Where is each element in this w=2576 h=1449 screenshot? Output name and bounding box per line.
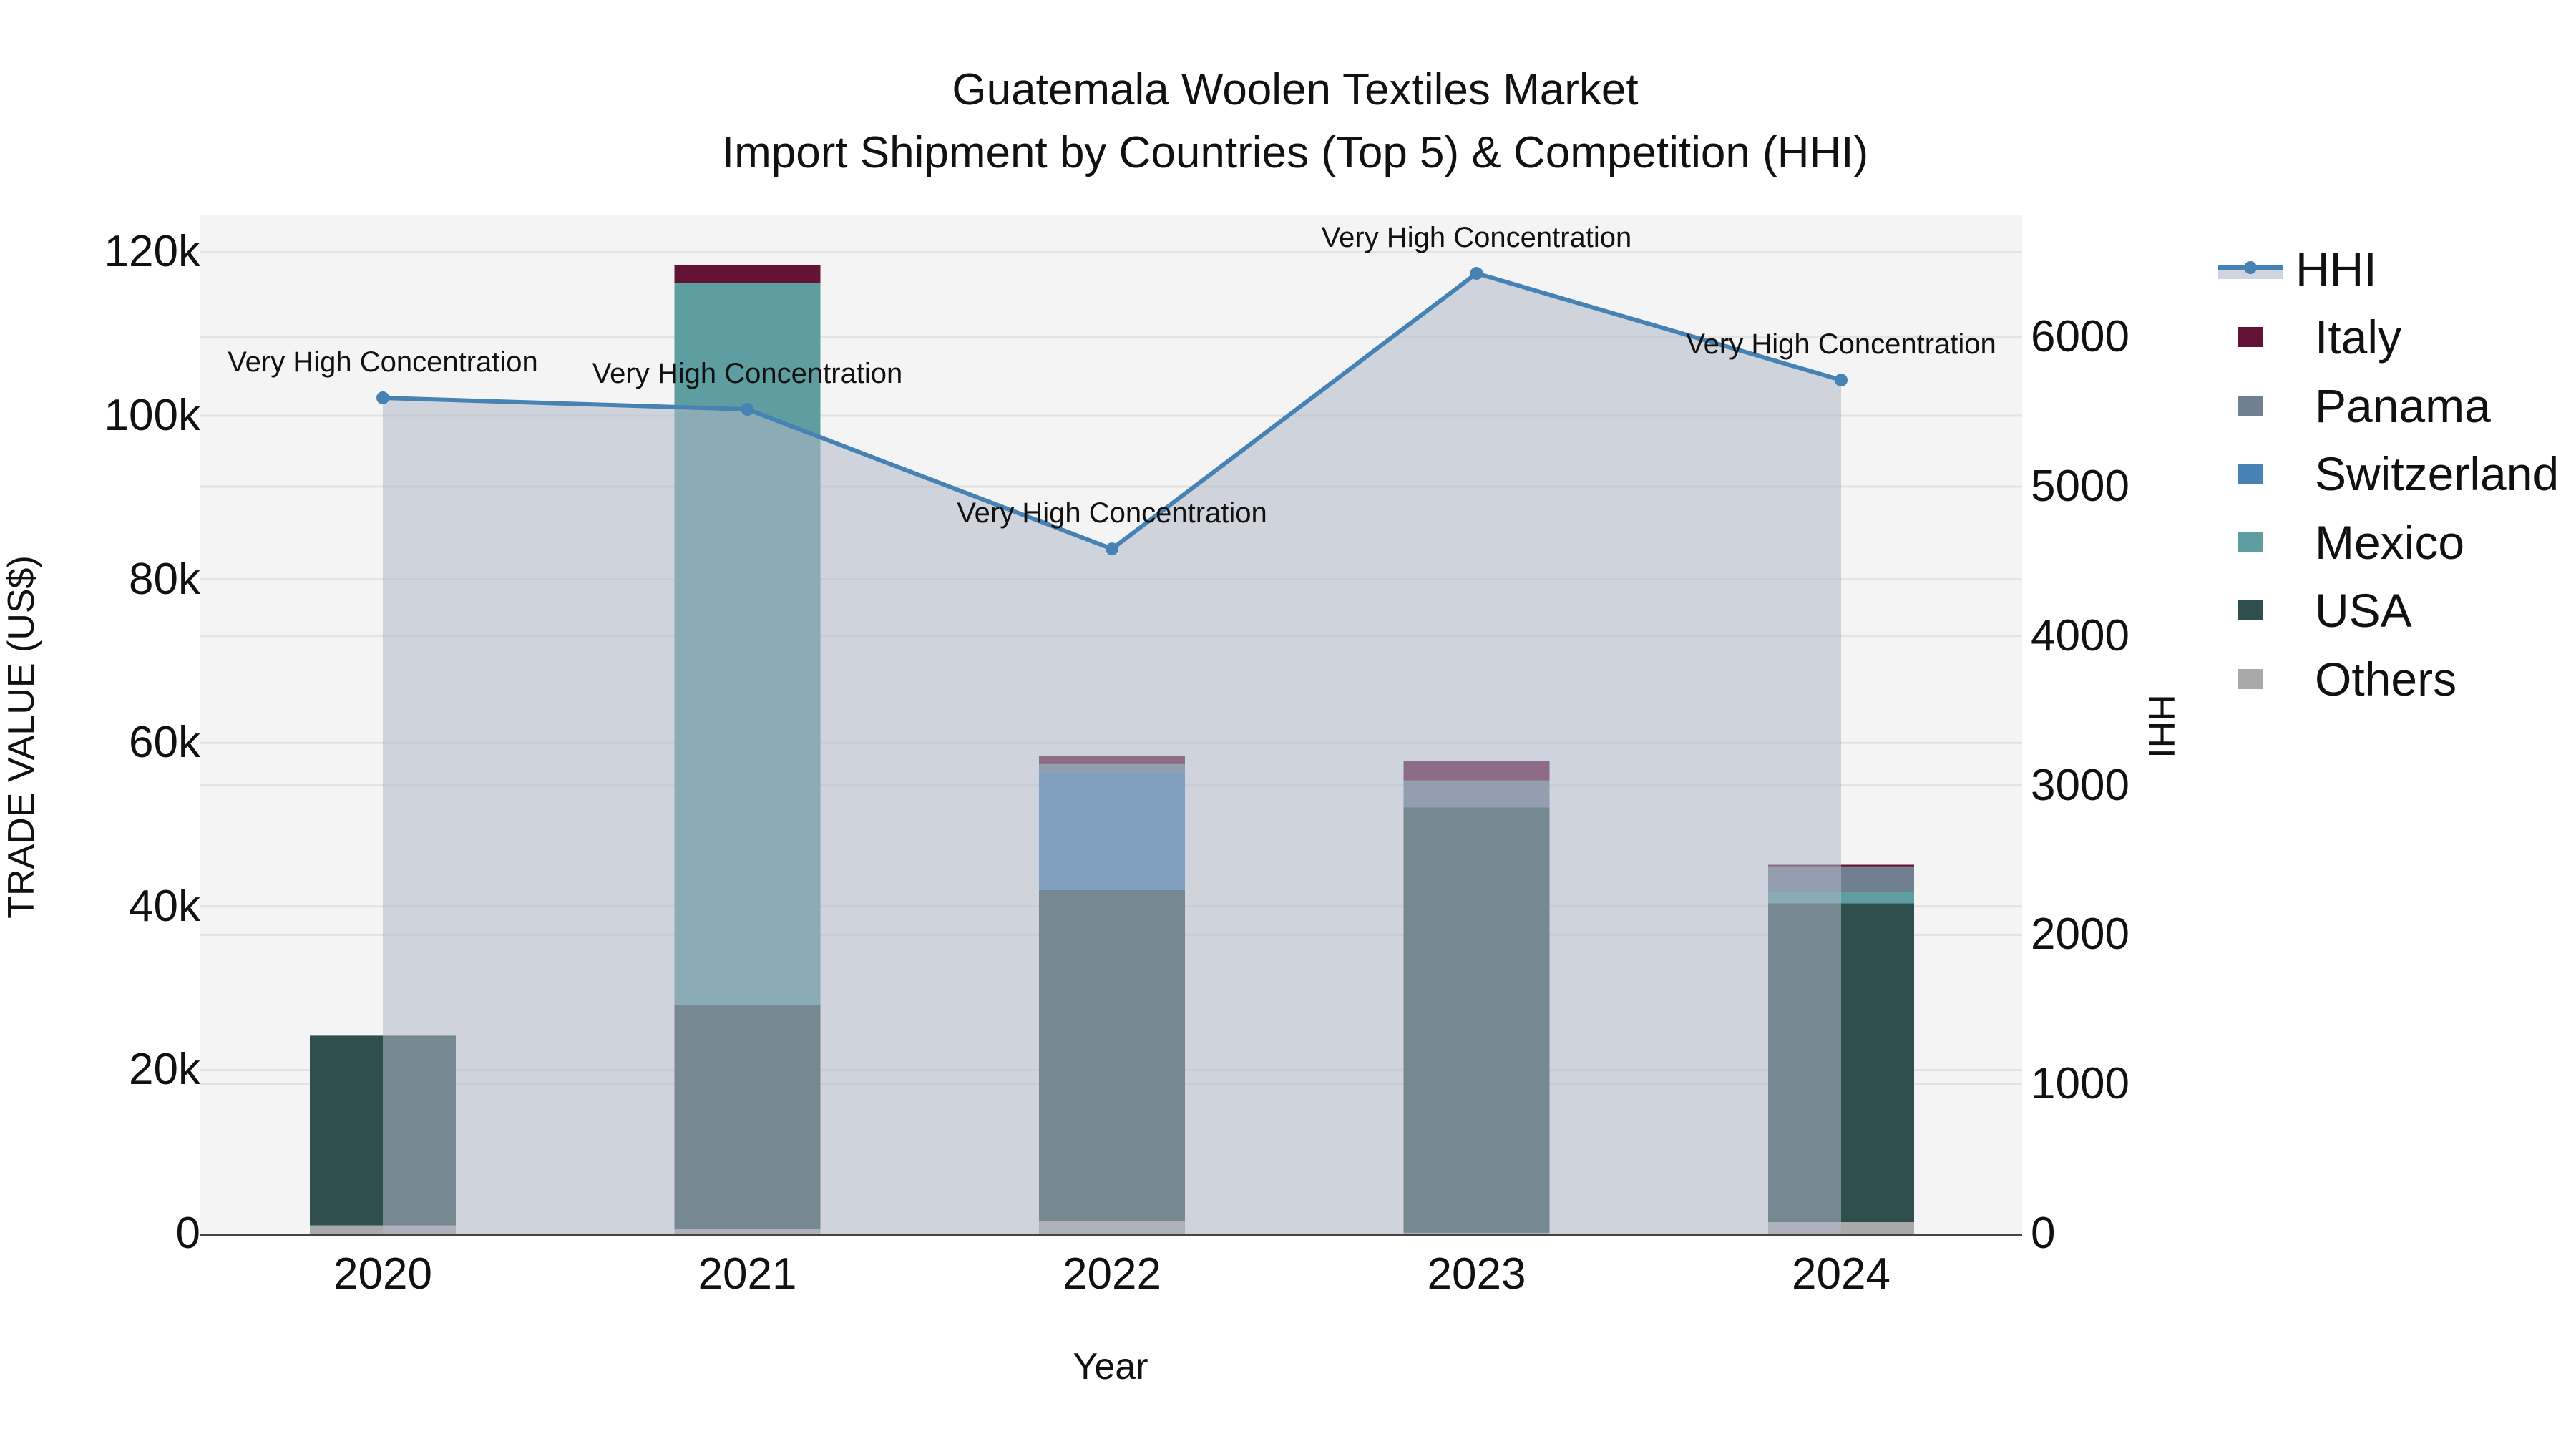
y-tick-label: 60k xyxy=(129,718,200,768)
hhi-annotation: Very High Concentration xyxy=(1321,222,1632,254)
legend-swatch-icon xyxy=(2238,600,2263,621)
x-tick-label: 2022 xyxy=(1063,1249,1161,1299)
y2-tick-label: 1000 xyxy=(2031,1059,2129,1109)
bar-segment-italy xyxy=(674,265,821,283)
y-tick-label: 0 xyxy=(175,1209,200,1258)
hhi-marker xyxy=(376,391,389,404)
legend-item-panama[interactable]: Panama xyxy=(2218,371,2559,440)
x-tick-label: 2021 xyxy=(698,1249,797,1299)
legend-swatch-icon xyxy=(2238,532,2263,552)
legend-label: Italy xyxy=(2315,311,2402,364)
legend-label: HHI xyxy=(2296,242,2377,296)
hhi-annotation: Very High Concentration xyxy=(592,358,903,390)
y-tick-label: 20k xyxy=(129,1045,200,1095)
y2-tick-label: 4000 xyxy=(2031,610,2129,660)
legend-label: Mexico xyxy=(2315,515,2465,569)
legend-label: Panama xyxy=(2315,379,2491,432)
legend-line-icon xyxy=(2218,260,2283,279)
legend-swatch-icon xyxy=(2238,395,2263,416)
y-tick-label: 120k xyxy=(104,227,200,277)
legend-swatch-icon xyxy=(2238,668,2263,689)
hhi-marker xyxy=(741,403,754,416)
hhi-marker xyxy=(1106,542,1118,556)
y2-tick-label: 3000 xyxy=(2031,760,2129,810)
chart-title: Guatemala Woolen Textiles Market xyxy=(952,65,1639,114)
y-tick-label: 40k xyxy=(129,881,200,931)
y2-tick-label: 5000 xyxy=(2031,462,2129,511)
legend-item-mexico[interactable]: Mexico xyxy=(2218,508,2559,577)
legend-label: USA xyxy=(2315,584,2412,638)
x-tick-label: 2024 xyxy=(1792,1249,1890,1299)
y-axis-title: TRADE VALUE (US$) xyxy=(1,555,42,919)
y-tick-label: 80k xyxy=(129,554,200,604)
y2-tick-label: 0 xyxy=(2031,1209,2056,1258)
x-tick-label: 2020 xyxy=(333,1249,432,1299)
x-tick-label: 2023 xyxy=(1427,1249,1526,1299)
legend-label: Others xyxy=(2315,652,2457,706)
y2-tick-label: 6000 xyxy=(2031,312,2129,362)
hhi-annotation: Very High Concentration xyxy=(1686,328,1996,361)
legend-label: Switzerland xyxy=(2315,447,2560,501)
hhi-marker xyxy=(1835,374,1848,387)
x-axis-title-text: Year xyxy=(1073,1346,1148,1387)
y-tick-label: 100k xyxy=(104,391,200,440)
legend-item-usa[interactable]: USA xyxy=(2218,577,2559,645)
legend: HHI Italy Panama Switzerland Mexico USA Others xyxy=(2218,235,2559,713)
chart-subtitle: Import Shipment by Countries (Top 5) & C… xyxy=(721,128,1869,177)
y2-tick-label: 2000 xyxy=(2031,909,2129,960)
hhi-annotation: Very High Concentration xyxy=(957,497,1267,530)
hhi-area xyxy=(383,273,1841,1234)
y2-axis-title: HHI xyxy=(2140,694,2182,758)
legend-item-hhi[interactable]: HHI xyxy=(2218,235,2559,303)
legend-item-switzerland[interactable]: Switzerland xyxy=(2218,440,2559,509)
legend-swatch-icon xyxy=(2238,464,2263,484)
legend-item-italy[interactable]: Italy xyxy=(2218,303,2559,372)
hhi-annotation: Very High Concentration xyxy=(228,346,538,378)
hhi-marker xyxy=(1470,267,1483,280)
legend-item-others[interactable]: Others xyxy=(2218,645,2559,713)
legend-swatch-icon xyxy=(2238,327,2263,348)
